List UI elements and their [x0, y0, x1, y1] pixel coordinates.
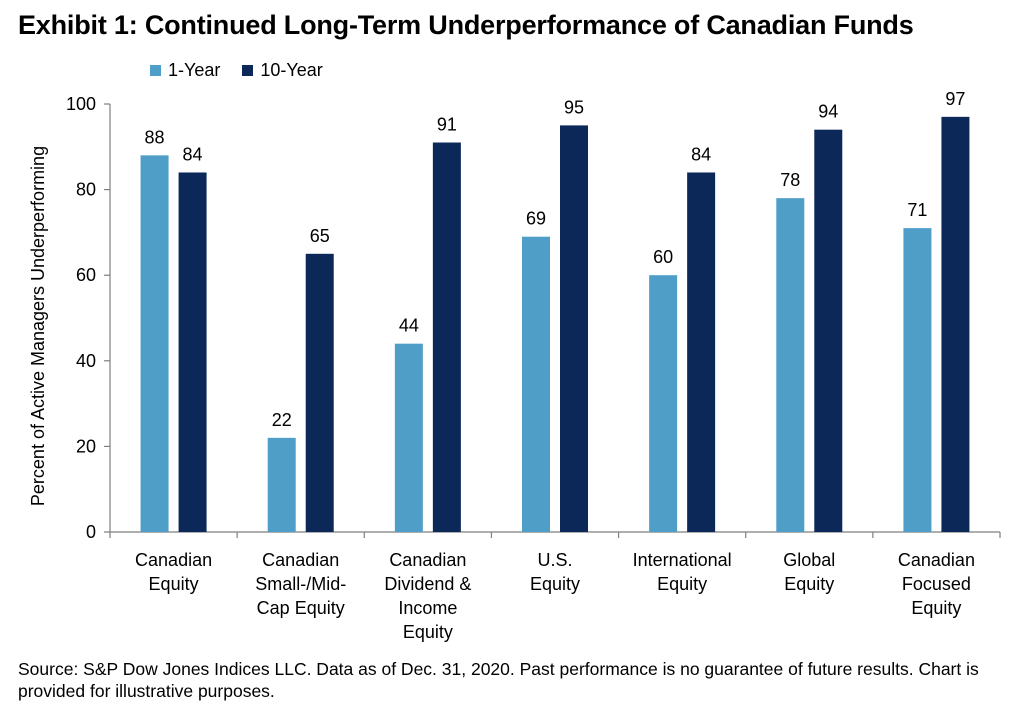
bar-1-year [394, 343, 423, 532]
legend-label-1-year: 1-Year [168, 60, 221, 80]
bar-10-year [560, 125, 588, 533]
y-axis-title: Percent of Active Managers Underperformi… [28, 146, 48, 506]
chart-legend: 1-Year 10-Year [150, 60, 345, 81]
data-label: 84 [183, 144, 203, 164]
source-note: Source: S&P Dow Jones Indices LLC. Data … [18, 659, 979, 701]
legend-swatch-10-year [242, 65, 254, 76]
bar-1-year [140, 155, 169, 533]
y-tick-label: 100 [66, 94, 96, 114]
y-tick-label: 40 [76, 351, 96, 371]
data-label: 94 [818, 102, 838, 122]
bar-1-year [267, 437, 296, 532]
data-label: 78 [780, 170, 800, 190]
bar-1-year [649, 275, 678, 532]
x-tick-label: International Equity [633, 550, 732, 594]
x-tick-label: Canadian Small-/Mid-Cap Equity [255, 550, 346, 618]
data-label: 65 [310, 226, 330, 246]
x-tick-label: Global Equity [783, 550, 835, 594]
chart-title: Exhibit 1: Continued Long-Term Underperf… [18, 10, 914, 40]
x-tick-label: U.S. Equity [530, 550, 580, 594]
data-label: 97 [945, 89, 965, 109]
y-tick-label: 80 [76, 180, 96, 200]
y-tick-label: 60 [76, 265, 96, 285]
legend-item-1-year: 1-Year [150, 60, 220, 81]
bar-10-year [687, 172, 716, 533]
y-tick-label: 0 [86, 522, 96, 542]
data-label: 95 [564, 97, 584, 117]
bar-1-year [776, 198, 805, 532]
data-label: 60 [653, 247, 673, 267]
bar-10-year [814, 129, 843, 532]
bar-10-year [941, 116, 970, 532]
bar-10-year [178, 172, 207, 533]
data-label: 88 [145, 127, 165, 147]
x-tick-label: Canadian Equity [135, 550, 212, 594]
data-label: 22 [272, 410, 292, 430]
bar-chart: 0 20 40 60 80 100 Percent of Active Managers U… [28, 89, 1001, 642]
bar-10-year [305, 253, 334, 533]
legend-label-10-year: 10-Year [260, 60, 323, 80]
data-label: 91 [437, 115, 457, 135]
legend-swatch-1-year [150, 65, 161, 76]
bar-1-year [903, 228, 932, 532]
bar-1-year [522, 236, 550, 532]
bar-10-year [432, 142, 461, 532]
data-label: 69 [526, 209, 546, 229]
x-tick-label: Canadian Dividend & Income Equity [384, 550, 471, 642]
data-label: 71 [907, 200, 927, 220]
data-label: 84 [691, 144, 711, 164]
x-tick-label: Canadian Focused Equity [898, 550, 975, 618]
y-tick-label: 20 [76, 436, 96, 456]
data-label: 44 [399, 316, 419, 336]
legend-item-10-year: 10-Year [242, 60, 323, 81]
